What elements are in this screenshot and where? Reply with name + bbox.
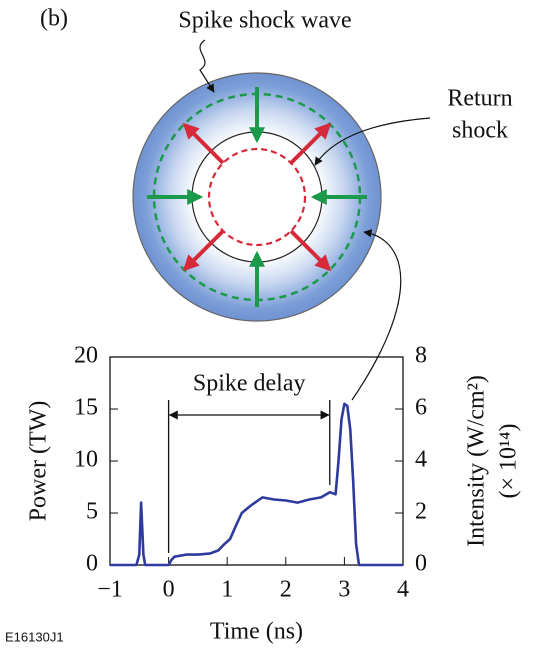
y2-tick-label: 6 [415,395,427,421]
return-label: shock [452,118,508,144]
y2-tick-label: 2 [415,499,427,525]
x-tick-label: −1 [97,577,123,603]
x-tick-label: 4 [397,577,409,603]
panel-label: (b) [40,6,68,32]
figure-id: E16130J1 [5,629,64,644]
y-tick-label: 10 [74,447,98,473]
x-tick-label: 2 [280,577,292,603]
y2-tick-label: 0 [415,551,427,577]
y2-tick-label: 8 [415,343,427,369]
y2-axis-label: Intensity (W/cm²) [464,375,490,547]
power-line [110,402,403,567]
y-tick-label: 20 [74,343,98,369]
x-tick-label: 1 [221,577,233,603]
y2-tick-label: 4 [415,447,427,473]
spike-label: Spike shock wave [178,8,351,34]
y-tick-label: 15 [74,395,98,421]
y-tick-label: 5 [86,499,98,525]
shell-diagram [132,39,431,401]
y-axis-label: Power (TW) [26,401,52,522]
y-tick-label: 0 [86,551,98,577]
x-tick-label: 3 [338,577,350,603]
x-axis-label: Time (ns) [210,619,303,645]
y2-axis-label: (× 10¹⁴) [496,423,522,498]
x-tick-label: 0 [163,577,175,603]
return-label: Return [447,86,512,112]
delay-label: Spike delay [193,371,306,397]
